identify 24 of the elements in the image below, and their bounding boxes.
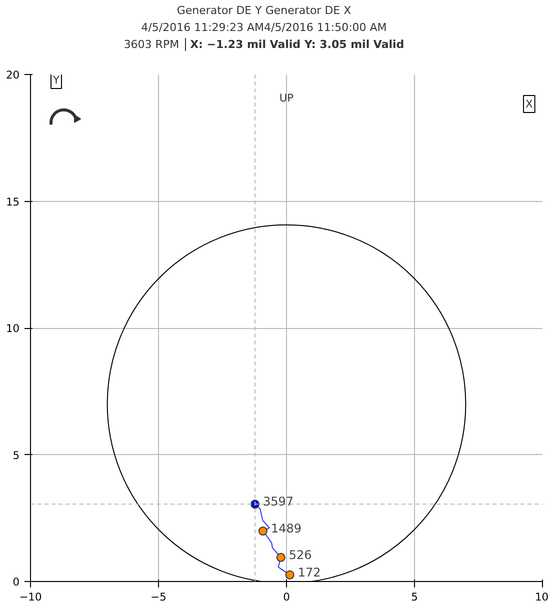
point: [276, 552, 286, 562]
annotation: 172: [298, 565, 321, 580]
x-tick-label: −5: [150, 590, 166, 604]
y-tick-label: 20: [6, 68, 20, 82]
annotation: 526: [288, 548, 312, 562]
y-tick-label: 5: [12, 448, 20, 462]
chart-title: Generator DE Y Generator DE X: [176, 3, 352, 19]
x-tick-label: 5: [411, 590, 418, 604]
chart-subtitle: 4/5/2016 11:29:23 AM4/5/2016 11:50:00 AM: [140, 20, 388, 36]
text: 3603 RPM: [124, 38, 180, 51]
point: [285, 570, 294, 580]
y-tick-label: 0: [12, 576, 20, 588]
text: X: −1.23 mil Valid Y: 3.05 mil Valid: [185, 38, 404, 51]
annotation: UP: [279, 92, 294, 104]
y-tick-label: 15: [6, 195, 20, 208]
point: [258, 526, 268, 536]
y-tick-label: 10: [6, 322, 20, 335]
annotation: X: [526, 98, 533, 110]
x-tick-label: −10: [19, 590, 42, 604]
x-tick-label: 10: [534, 590, 549, 604]
annotation: 1489: [270, 522, 302, 536]
annotation: 3597: [263, 494, 294, 509]
annotation: Y: [52, 74, 60, 86]
x-tick-label: 0: [283, 590, 290, 604]
